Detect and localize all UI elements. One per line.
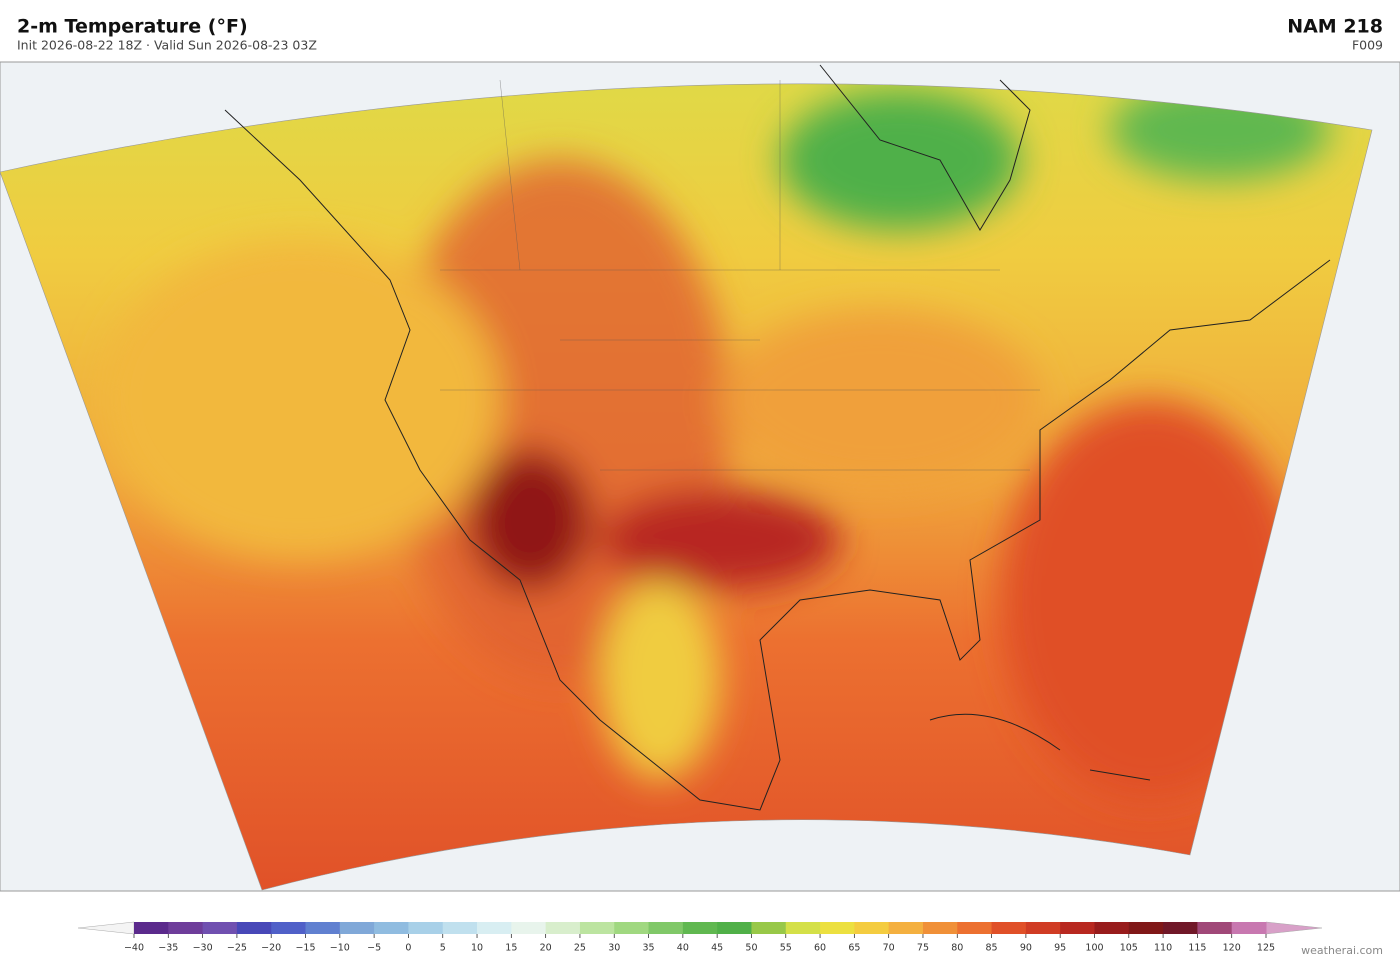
color-bin — [202, 922, 238, 934]
tick-label: 35 — [642, 943, 654, 954]
tick-label: 70 — [883, 943, 895, 954]
color-bin — [374, 922, 409, 934]
tick-label: 55 — [780, 943, 792, 954]
color-bin — [614, 922, 650, 934]
tick-label: 120 — [1223, 943, 1241, 954]
color-bin — [820, 922, 855, 934]
color-bin — [1163, 922, 1198, 934]
tick-label: 50 — [745, 943, 757, 954]
temperature-field — [0, 83, 1372, 891]
tick-label: 15 — [505, 943, 517, 954]
color-bin — [854, 922, 890, 934]
color-bin — [168, 922, 204, 934]
color-bin — [579, 922, 615, 934]
color-bin — [1128, 922, 1164, 934]
tick-label: 45 — [711, 943, 723, 954]
color-bin — [1060, 922, 1095, 934]
forecast-hour: F009 — [1352, 38, 1383, 53]
tick-label: 80 — [951, 943, 963, 954]
tick-label: 30 — [608, 943, 620, 954]
model: NAM 218 — [1287, 16, 1383, 38]
color-bin — [1197, 922, 1233, 934]
tick-label: 0 — [405, 943, 411, 954]
color-bin — [957, 922, 993, 934]
tick-label: −20 — [261, 943, 281, 954]
tick-label: 20 — [540, 943, 552, 954]
color-bin — [1094, 922, 1130, 934]
under-triangle — [77, 921, 135, 935]
tick-label: −40 — [124, 943, 144, 954]
tick-label: 110 — [1154, 943, 1172, 954]
color-bin — [511, 922, 547, 934]
color-bin — [751, 922, 787, 934]
tick-label: −25 — [227, 943, 247, 954]
color-bin — [305, 922, 341, 934]
color-bin — [477, 922, 512, 934]
color-bin — [648, 922, 684, 934]
tick-label: −30 — [193, 943, 213, 954]
tick-label: −10 — [330, 943, 350, 954]
tick-label: 125 — [1257, 943, 1275, 954]
tick-label: 115 — [1188, 943, 1206, 954]
color-bin — [1025, 922, 1061, 934]
tick-label: −15 — [295, 943, 315, 954]
color-bin — [134, 922, 169, 934]
tick-label: 85 — [986, 943, 998, 954]
color-bin — [785, 922, 821, 934]
credit: weatherai.com — [1301, 944, 1383, 957]
colorbar: −40 −35 −30 −25 −20 −15 −10 −5 0 5 10 15 20 25 30 35 40 4… — [77, 921, 1323, 954]
tick-label: 90 — [1020, 943, 1032, 954]
tick-label: −5 — [367, 943, 381, 954]
color-bin — [339, 922, 375, 934]
tick-label: 25 — [574, 943, 586, 954]
tick-label: 75 — [917, 943, 929, 954]
color-bin — [922, 922, 958, 934]
tick-label: 100 — [1085, 943, 1103, 954]
color-bin — [442, 922, 478, 934]
color-bin — [271, 922, 307, 934]
tick-label: 105 — [1120, 943, 1138, 954]
color-bin — [236, 922, 272, 934]
color-bin — [1231, 922, 1267, 934]
color-bin — [991, 922, 1027, 934]
subtitle: Init 2026-08-22 18Z · Valid Sun 2026-08-… — [17, 38, 317, 53]
color-bin — [682, 922, 718, 934]
tick-label: 95 — [1054, 943, 1066, 954]
tick-label: 65 — [848, 943, 860, 954]
color-bin — [717, 922, 752, 934]
title: 2-m Temperature (°F) — [17, 16, 248, 38]
over-triangle — [1265, 921, 1323, 935]
tick-label: 60 — [814, 943, 826, 954]
tick-label: 40 — [677, 943, 689, 954]
tick-label: 10 — [471, 943, 483, 954]
map — [0, 61, 1400, 892]
tick-label: 5 — [440, 943, 446, 954]
tick-label: −35 — [158, 943, 178, 954]
color-bin — [545, 922, 581, 934]
color-bin — [408, 922, 444, 934]
color-bin — [888, 922, 924, 934]
